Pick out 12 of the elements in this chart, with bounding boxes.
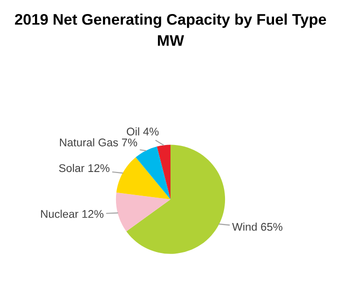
slice-label: Solar 12% (59, 164, 110, 172)
pie-slice (156, 144, 170, 200)
chart-subtitle: MW (158, 35, 184, 46)
pie-slice (116, 192, 170, 232)
slice-label: Natural Gas 7% (60, 138, 138, 146)
pie-slice (136, 146, 170, 200)
slice-label: Nuclear 12% (41, 210, 104, 218)
chart-title: 2019 Net Generating Capacity by Fuel Type (14, 14, 326, 28)
slice-label: Wind 65% (232, 222, 282, 231)
slice-label: Oil 4% (126, 127, 159, 136)
pie-slice (126, 144, 226, 254)
pie-slice (116, 157, 170, 200)
